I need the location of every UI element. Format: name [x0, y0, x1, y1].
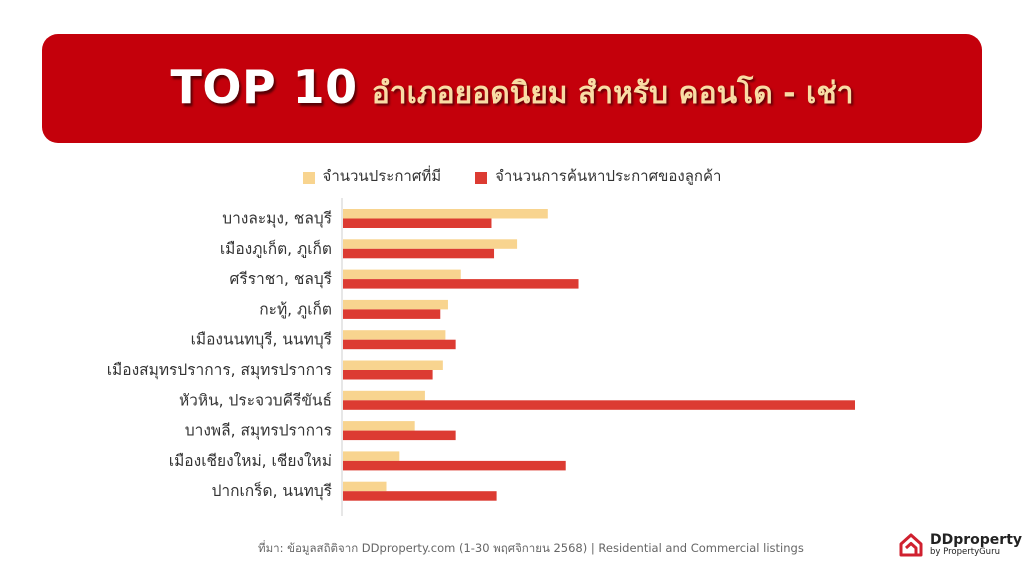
logo-tagline: by PropertyGuru	[930, 546, 1000, 557]
bar-searches	[343, 339, 456, 350]
ddproperty-house-logo-icon	[899, 533, 923, 557]
bar-listings	[343, 481, 387, 492]
brand-logo: DDproperty by PropertyGuru	[898, 532, 1022, 558]
bar-searches	[343, 309, 441, 319]
category-label: กะทู้, ภูเก็ต	[259, 299, 332, 319]
title-banner: TOP 10 อำเภอยอดนิยม สำหรับ คอนโด - เช่า	[42, 34, 982, 143]
bar-searches	[343, 491, 497, 501]
category-label: เมืองสมุทรปราการ, สมุทรปราการ	[107, 361, 332, 380]
bar-searches	[343, 279, 579, 289]
bar-searches	[343, 248, 495, 259]
category-label: เมืองนนทบุรี, นนทบุรี	[191, 331, 332, 350]
bar-searches	[343, 430, 456, 441]
category-label: ศรีราชา, ชลบุรี	[230, 270, 332, 289]
source-note: ที่มา: ข้อมูลสถิติจาก DDproperty.com (1-…	[258, 541, 804, 555]
bar-listings	[343, 360, 443, 370]
bar-listings	[343, 299, 448, 310]
bar-listings	[343, 421, 415, 431]
bar-listings	[343, 330, 446, 340]
category-label: บางละมุง, ชลบุรี	[222, 210, 332, 229]
legend-label-searches: จำนวนการค้นหาประกาศของลูกค้า	[495, 167, 722, 185]
bar-listings	[343, 390, 425, 401]
legend-item-listings: จำนวนประกาศที่มี	[302, 164, 442, 188]
legend-item-searches: จำนวนการค้นหาประกาศของลูกค้า	[475, 164, 721, 188]
logo-name: DDproperty	[930, 532, 1023, 549]
category-label: บางพลี, สมุทรปราการ	[185, 422, 332, 441]
bar-searches	[343, 400, 855, 410]
bar-searches	[343, 370, 433, 380]
bar-listings	[343, 269, 461, 280]
bar-listings	[343, 239, 518, 249]
legend-label-listings: จำนวนประกาศที่มี	[322, 167, 442, 185]
legend-swatch-searches	[475, 171, 488, 184]
category-label: เมืองภูเก็ต, ภูเก็ต	[220, 239, 332, 259]
title-main: TOP 10	[170, 60, 358, 114]
bar-chart: บางละมุง, ชลบุรีเมืองภูเก็ต, ภูเก็ตศรีรา…	[107, 198, 855, 516]
legend-swatch-listings	[302, 171, 315, 184]
logo-text: DDproperty by PropertyGuru	[930, 533, 1022, 557]
category-label: หัวหิน, ประจวบคีรีขันธ์	[179, 391, 332, 409]
title-sub: อำเภอยอดนิยม สำหรับ คอนโด - เช่า	[371, 76, 854, 111]
chart-legend: จำนวนประกาศที่มี จำนวนการค้นหาประกาศของล…	[0, 164, 1024, 188]
bar-searches	[343, 218, 492, 228]
category-label: เมืองเชียงใหม่, เชียงใหม่	[169, 452, 332, 470]
title-group: TOP 10 อำเภอยอดนิยม สำหรับ คอนโด - เช่า	[170, 60, 853, 117]
bar-listings	[343, 209, 548, 219]
category-label: ปากเกร็ด, นนทบุรี	[212, 481, 332, 501]
bar-searches	[343, 460, 566, 471]
bar-listings	[343, 451, 400, 461]
